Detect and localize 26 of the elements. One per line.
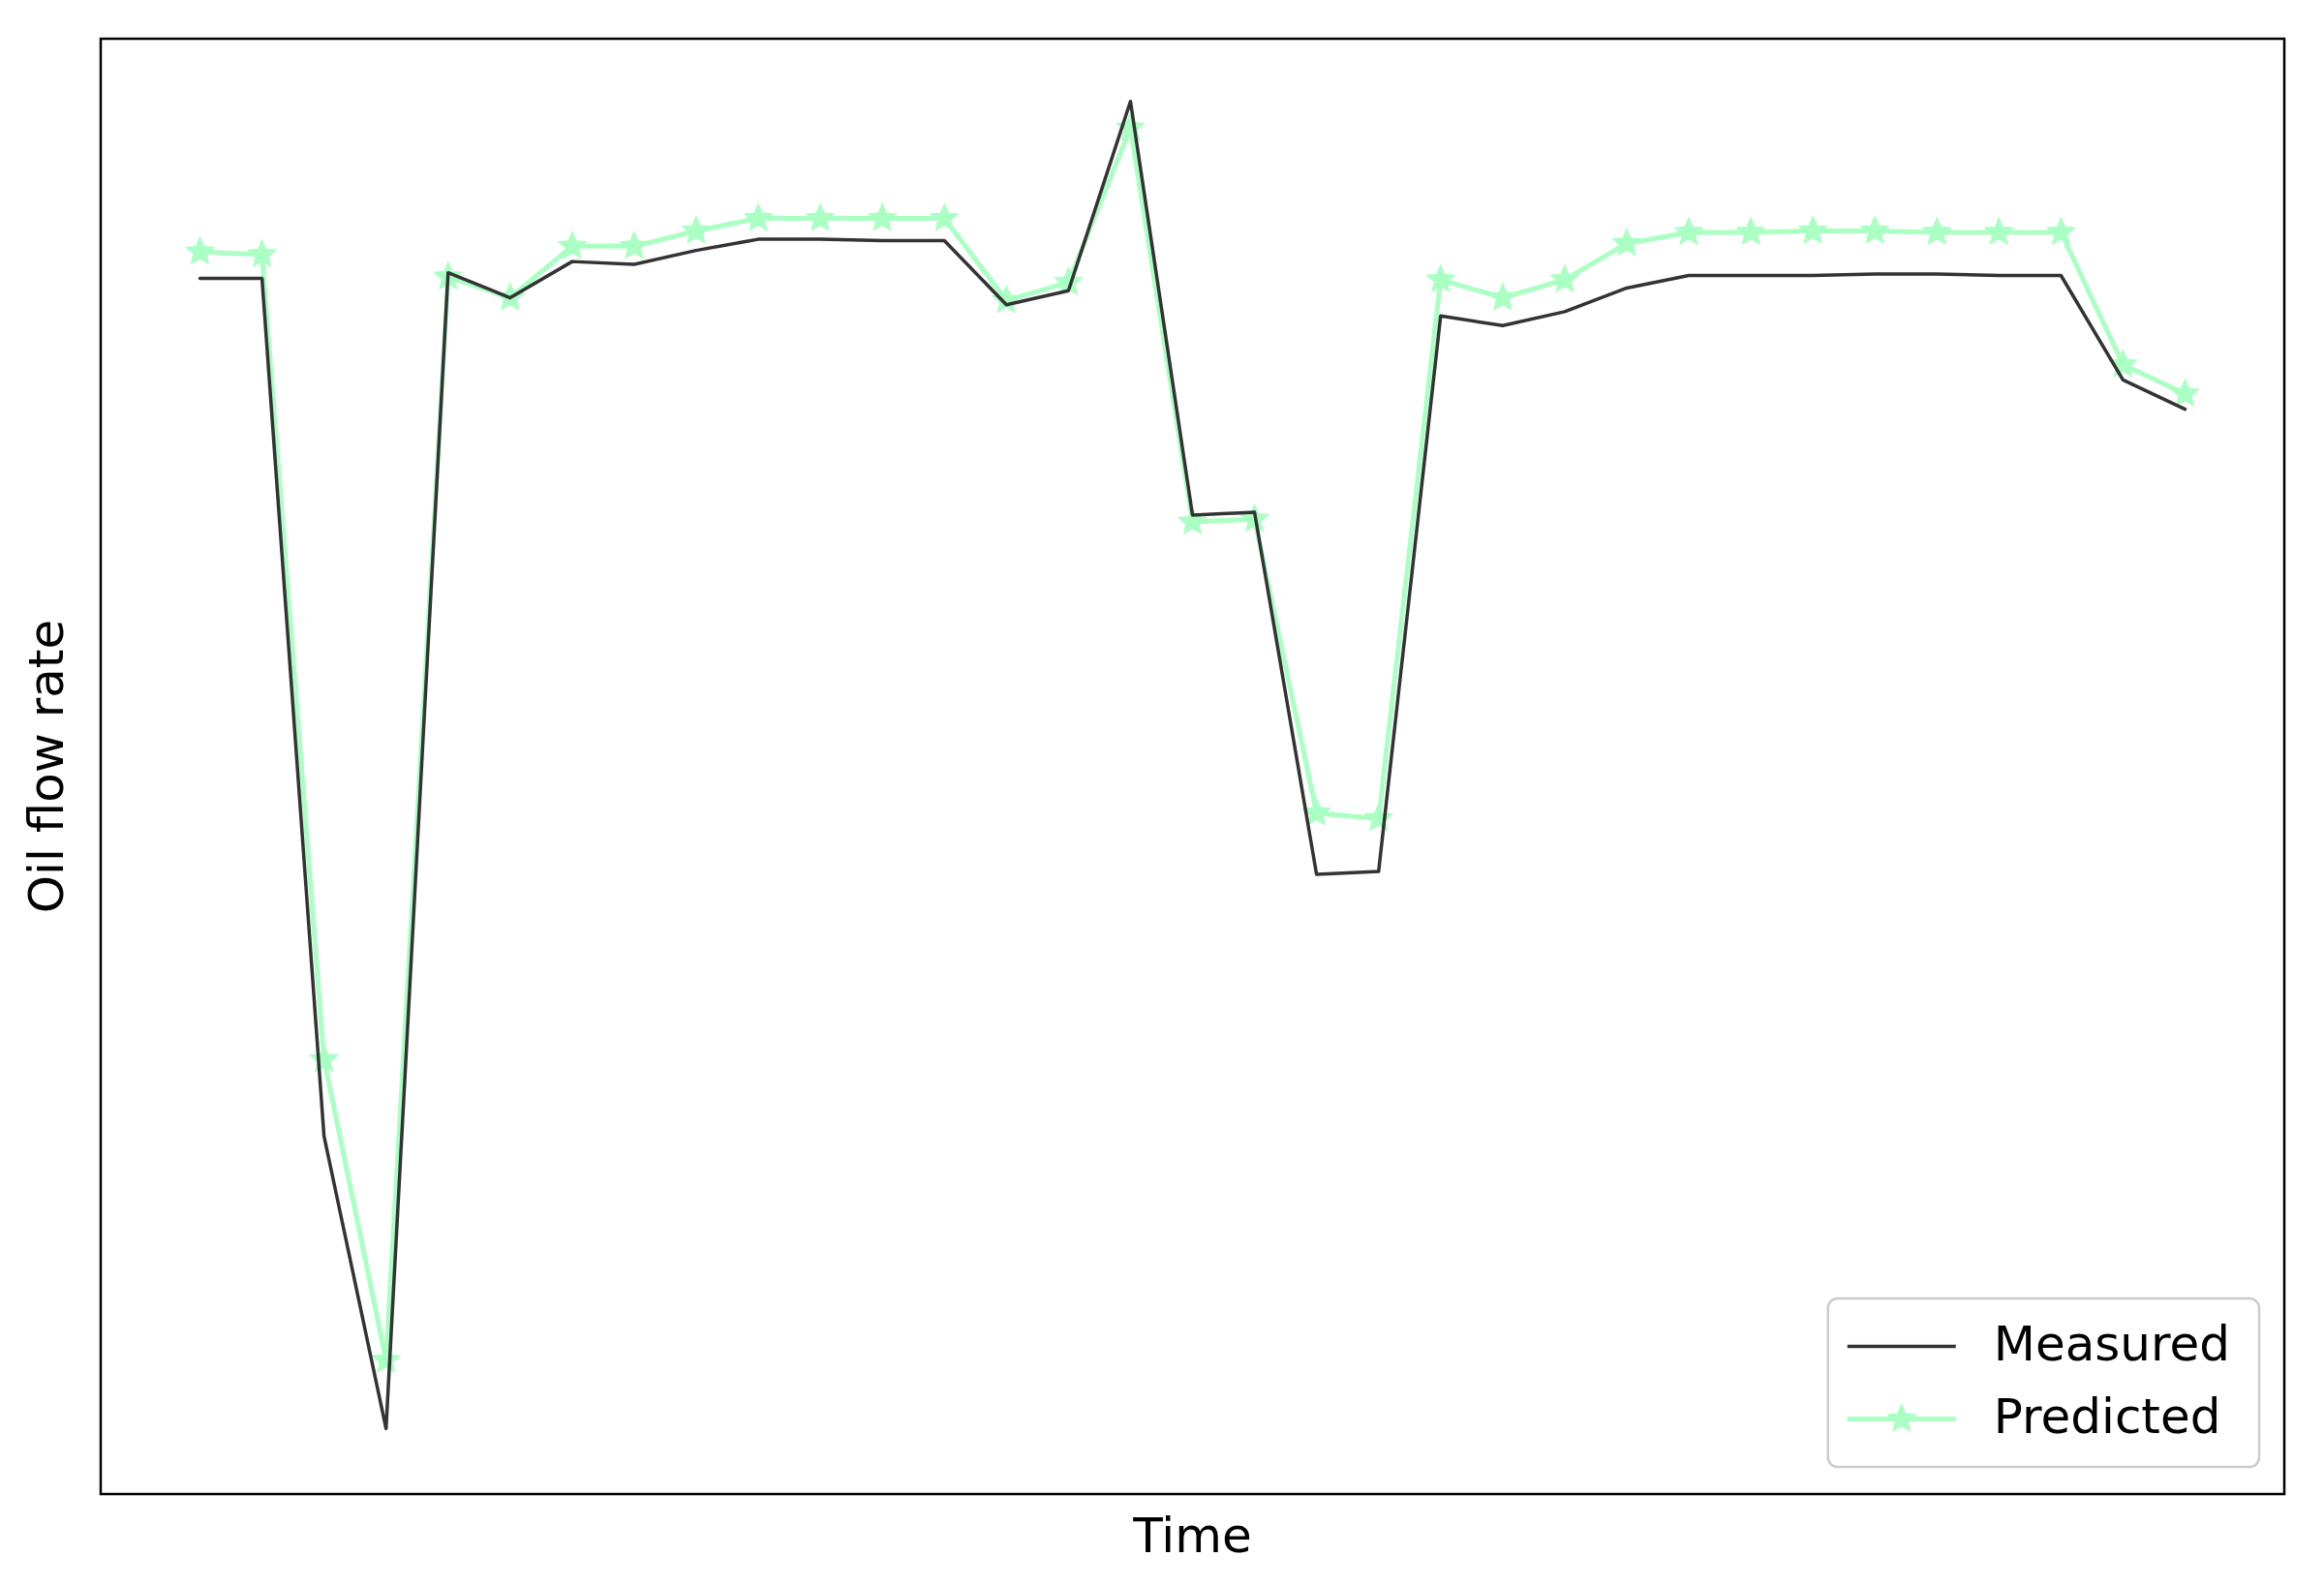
point xyxy=(2171,379,2199,407)
point xyxy=(186,237,214,264)
point xyxy=(1736,217,1765,245)
point xyxy=(1922,217,1951,245)
point xyxy=(248,239,276,267)
x-axis-title: Time xyxy=(1132,1507,1252,1564)
point xyxy=(868,203,897,230)
point xyxy=(558,231,587,259)
legend-label: Predicted xyxy=(1993,1389,2221,1446)
point xyxy=(1985,217,2013,245)
point xyxy=(1426,264,1455,292)
point xyxy=(1302,798,1330,826)
point xyxy=(744,203,773,230)
point xyxy=(930,203,959,230)
point xyxy=(1860,216,1889,243)
point xyxy=(1674,217,1703,245)
point xyxy=(620,231,649,259)
point xyxy=(2047,217,2075,245)
point xyxy=(1612,229,1641,256)
point xyxy=(1798,216,1827,243)
point xyxy=(682,216,711,243)
y-axis-title: Oil flow rate xyxy=(17,619,75,914)
point xyxy=(806,203,835,230)
point xyxy=(1178,507,1207,534)
legend-label: Measured xyxy=(1993,1316,2231,1373)
point xyxy=(1550,264,1579,292)
